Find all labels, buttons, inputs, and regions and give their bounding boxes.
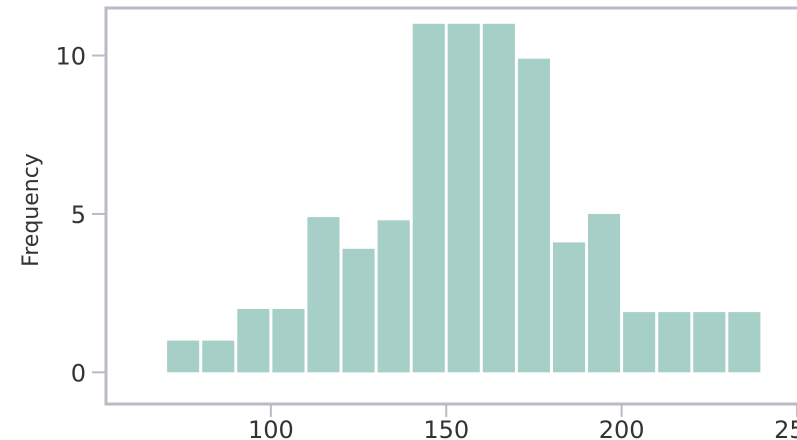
y-tick-label: 5 xyxy=(71,201,86,229)
histogram-bar-1 xyxy=(167,340,200,373)
x-tick-label: 200 xyxy=(599,416,645,440)
histogram-bar-6 xyxy=(342,248,375,373)
x-tick-label: 100 xyxy=(248,416,294,440)
bars-group xyxy=(167,23,761,373)
histogram-bar-9 xyxy=(447,23,480,373)
axes-group xyxy=(104,6,797,406)
y-axis-label: Frequency xyxy=(19,153,44,267)
x-ticks-group: 100 150 200 250 xyxy=(248,404,797,440)
histogram-bar-13 xyxy=(588,213,621,373)
y-tick-label: 0 xyxy=(71,359,86,387)
y-tick-label: 10 xyxy=(55,43,86,71)
histogram-bar-3 xyxy=(237,309,270,373)
histogram-bar-4 xyxy=(272,309,305,373)
x-tick-label: 250 xyxy=(774,416,797,440)
histogram-bar-2 xyxy=(202,340,235,373)
histogram-bar-8 xyxy=(412,23,445,373)
histogram-bar-12 xyxy=(553,242,586,373)
histogram-bar-11 xyxy=(517,58,550,373)
histogram-bar-14 xyxy=(623,312,656,373)
histogram-bar-16 xyxy=(693,312,726,373)
y-ticks-group: 0 5 10 xyxy=(55,43,106,387)
histogram-bar-7 xyxy=(377,220,410,373)
histogram-bar-10 xyxy=(482,23,515,373)
x-tick-label: 150 xyxy=(423,416,469,440)
histogram-bar-15 xyxy=(658,312,691,373)
histogram-bar-17 xyxy=(728,312,761,373)
histogram-bar-5 xyxy=(307,217,340,373)
